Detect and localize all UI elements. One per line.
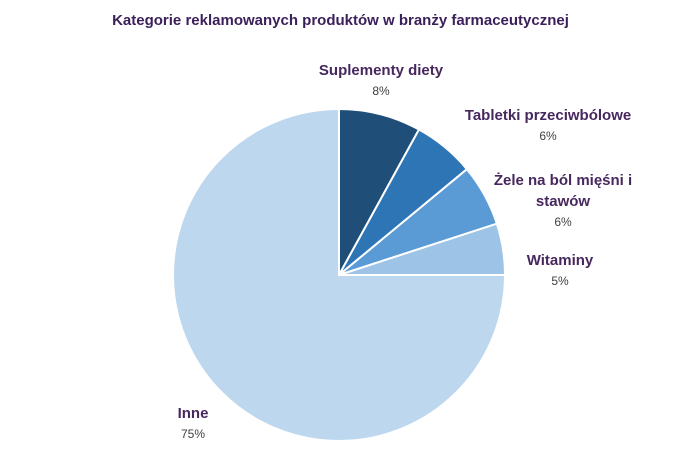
category-label: Tabletki przeciwbólowe [464, 107, 632, 124]
chart-title: Kategorie reklamowanych produktów w bran… [112, 12, 569, 29]
pie-slice [172, 107, 507, 442]
slice-label: Tabletki przeciwbólowe 6% [465, 105, 631, 146]
category-label: Witaminy [526, 252, 594, 269]
slice-label: Żele na ból mięśni i stawów 6% [488, 170, 638, 232]
category-label: Suplementy diety [318, 62, 444, 79]
value-label: 75% [180, 427, 206, 441]
slice-label: Inne 75% [178, 403, 209, 444]
slice-label: Witaminy 5% [527, 250, 594, 291]
value-label: 6% [539, 129, 557, 143]
category-label: Żele na ból mięśni i stawów [493, 172, 633, 210]
category-label: Inne [177, 405, 209, 422]
value-label: 8% [372, 84, 390, 98]
value-label: 5% [551, 274, 569, 288]
value-label: 6% [554, 215, 572, 229]
slice-label: Suplementy diety 8% [319, 60, 443, 101]
